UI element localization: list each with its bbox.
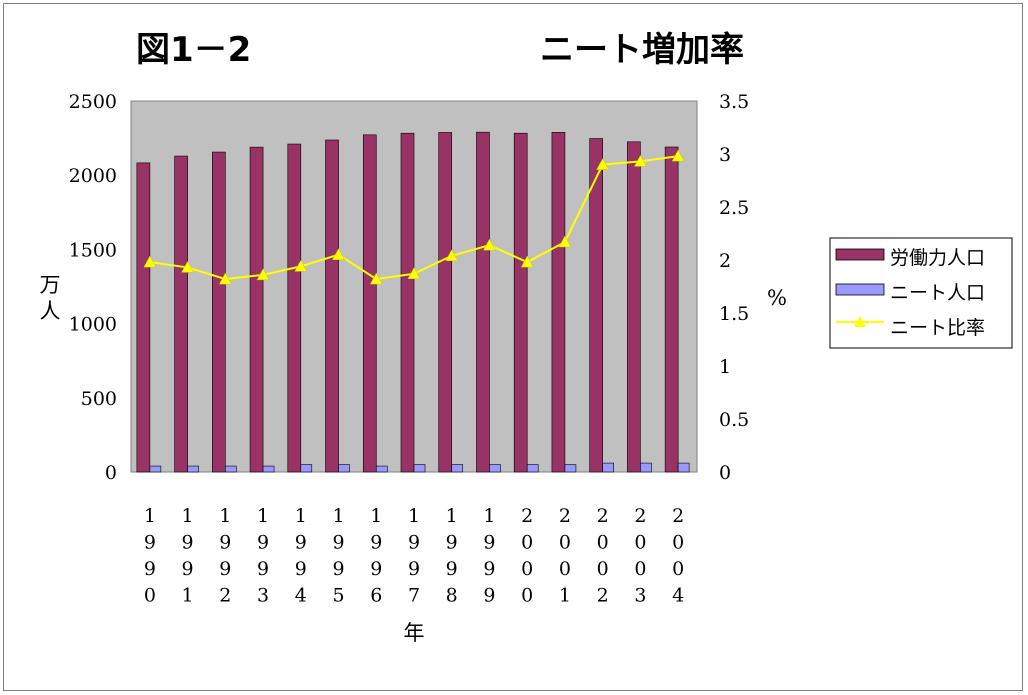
bar-neet-population bbox=[338, 464, 350, 473]
marker-neet-ratio bbox=[445, 249, 459, 262]
y-tick-right: 1 bbox=[719, 356, 731, 378]
bar-neet-population bbox=[225, 465, 237, 473]
marker-neet-ratio bbox=[218, 272, 232, 285]
marker-neet-ratio bbox=[143, 255, 157, 268]
y-tick-right: 3 bbox=[719, 144, 731, 166]
legend-label: 労働力人口 bbox=[890, 247, 985, 269]
marker-neet-ratio bbox=[332, 248, 345, 260]
bar-neet-population bbox=[526, 464, 539, 473]
marker-neet-ratio bbox=[294, 259, 308, 272]
chart-title: ニート増加率 bbox=[540, 30, 744, 70]
bar-labor-force bbox=[136, 162, 151, 473]
marker-neet-ratio bbox=[558, 235, 572, 248]
bar-neet-population bbox=[602, 462, 614, 473]
bar-neet-population bbox=[300, 464, 313, 473]
y-tick-left: 500 bbox=[81, 388, 117, 410]
bar-labor-force bbox=[438, 132, 453, 473]
legend-label: ニート比率 bbox=[890, 317, 985, 339]
bar-neet-population bbox=[413, 464, 426, 473]
bar-neet-population bbox=[187, 465, 199, 473]
bar-neet-population bbox=[451, 464, 464, 473]
bar-labor-force bbox=[212, 151, 226, 473]
bar-labor-force bbox=[174, 155, 188, 473]
bar-labor-force bbox=[664, 146, 679, 473]
marker-neet-ratio bbox=[671, 149, 685, 162]
bar-neet-population bbox=[262, 465, 275, 473]
y-tick-left: 2500 bbox=[69, 91, 117, 113]
marker-neet-ratio bbox=[596, 158, 610, 170]
y-tick-right: 1.5 bbox=[719, 303, 749, 325]
marker-neet-ratio bbox=[407, 267, 421, 280]
legend-label: ニート人口 bbox=[890, 282, 985, 304]
marker-neet-ratio bbox=[369, 272, 383, 285]
bar-labor-force bbox=[476, 131, 490, 473]
marker-neet-ratio bbox=[633, 154, 647, 167]
bar-neet-population bbox=[489, 464, 501, 473]
bar-neet-population bbox=[564, 464, 577, 473]
marker-neet-ratio bbox=[520, 255, 534, 268]
bar-labor-force bbox=[362, 134, 377, 473]
y-tick-left: 1000 bbox=[69, 314, 117, 336]
bar-labor-force bbox=[627, 141, 641, 473]
legend-swatch bbox=[835, 283, 885, 296]
marker-neet-ratio bbox=[483, 238, 496, 251]
bar-neet-population bbox=[375, 465, 388, 473]
y-tick-right: 2 bbox=[719, 250, 731, 272]
legend-swatch-marker bbox=[854, 316, 866, 327]
y-tick-left: 1500 bbox=[69, 239, 117, 261]
y-tick-right: 0 bbox=[719, 462, 731, 484]
bar-labor-force bbox=[513, 132, 528, 473]
x-axis-label: 年 bbox=[404, 621, 425, 645]
figure-number: 図1－2 bbox=[136, 30, 252, 70]
marker-neet-ratio bbox=[181, 260, 195, 273]
y-axis-label-left: 万人 bbox=[40, 273, 61, 323]
legend-swatch bbox=[835, 248, 885, 261]
y-tick-left: 2000 bbox=[69, 165, 117, 187]
y-axis-label-right: % bbox=[767, 286, 787, 310]
y-tick-right: 2.5 bbox=[719, 197, 749, 219]
marker-neet-ratio bbox=[256, 268, 270, 281]
y-tick-right: 3.5 bbox=[719, 91, 749, 113]
bar-labor-force bbox=[551, 132, 566, 473]
bar-neet-population bbox=[149, 465, 162, 473]
bar-labor-force bbox=[589, 138, 603, 473]
bar-neet-population bbox=[640, 462, 652, 473]
y-axis-label-left-text: 万人 bbox=[40, 273, 61, 323]
y-tick-right: 0.5 bbox=[719, 409, 749, 431]
bar-labor-force bbox=[249, 146, 264, 473]
bar-neet-population bbox=[677, 462, 690, 473]
bar-labor-force bbox=[287, 143, 302, 473]
bar-labor-force bbox=[400, 132, 415, 473]
y-tick-left: 0 bbox=[105, 462, 117, 484]
bar-labor-force bbox=[325, 139, 339, 473]
